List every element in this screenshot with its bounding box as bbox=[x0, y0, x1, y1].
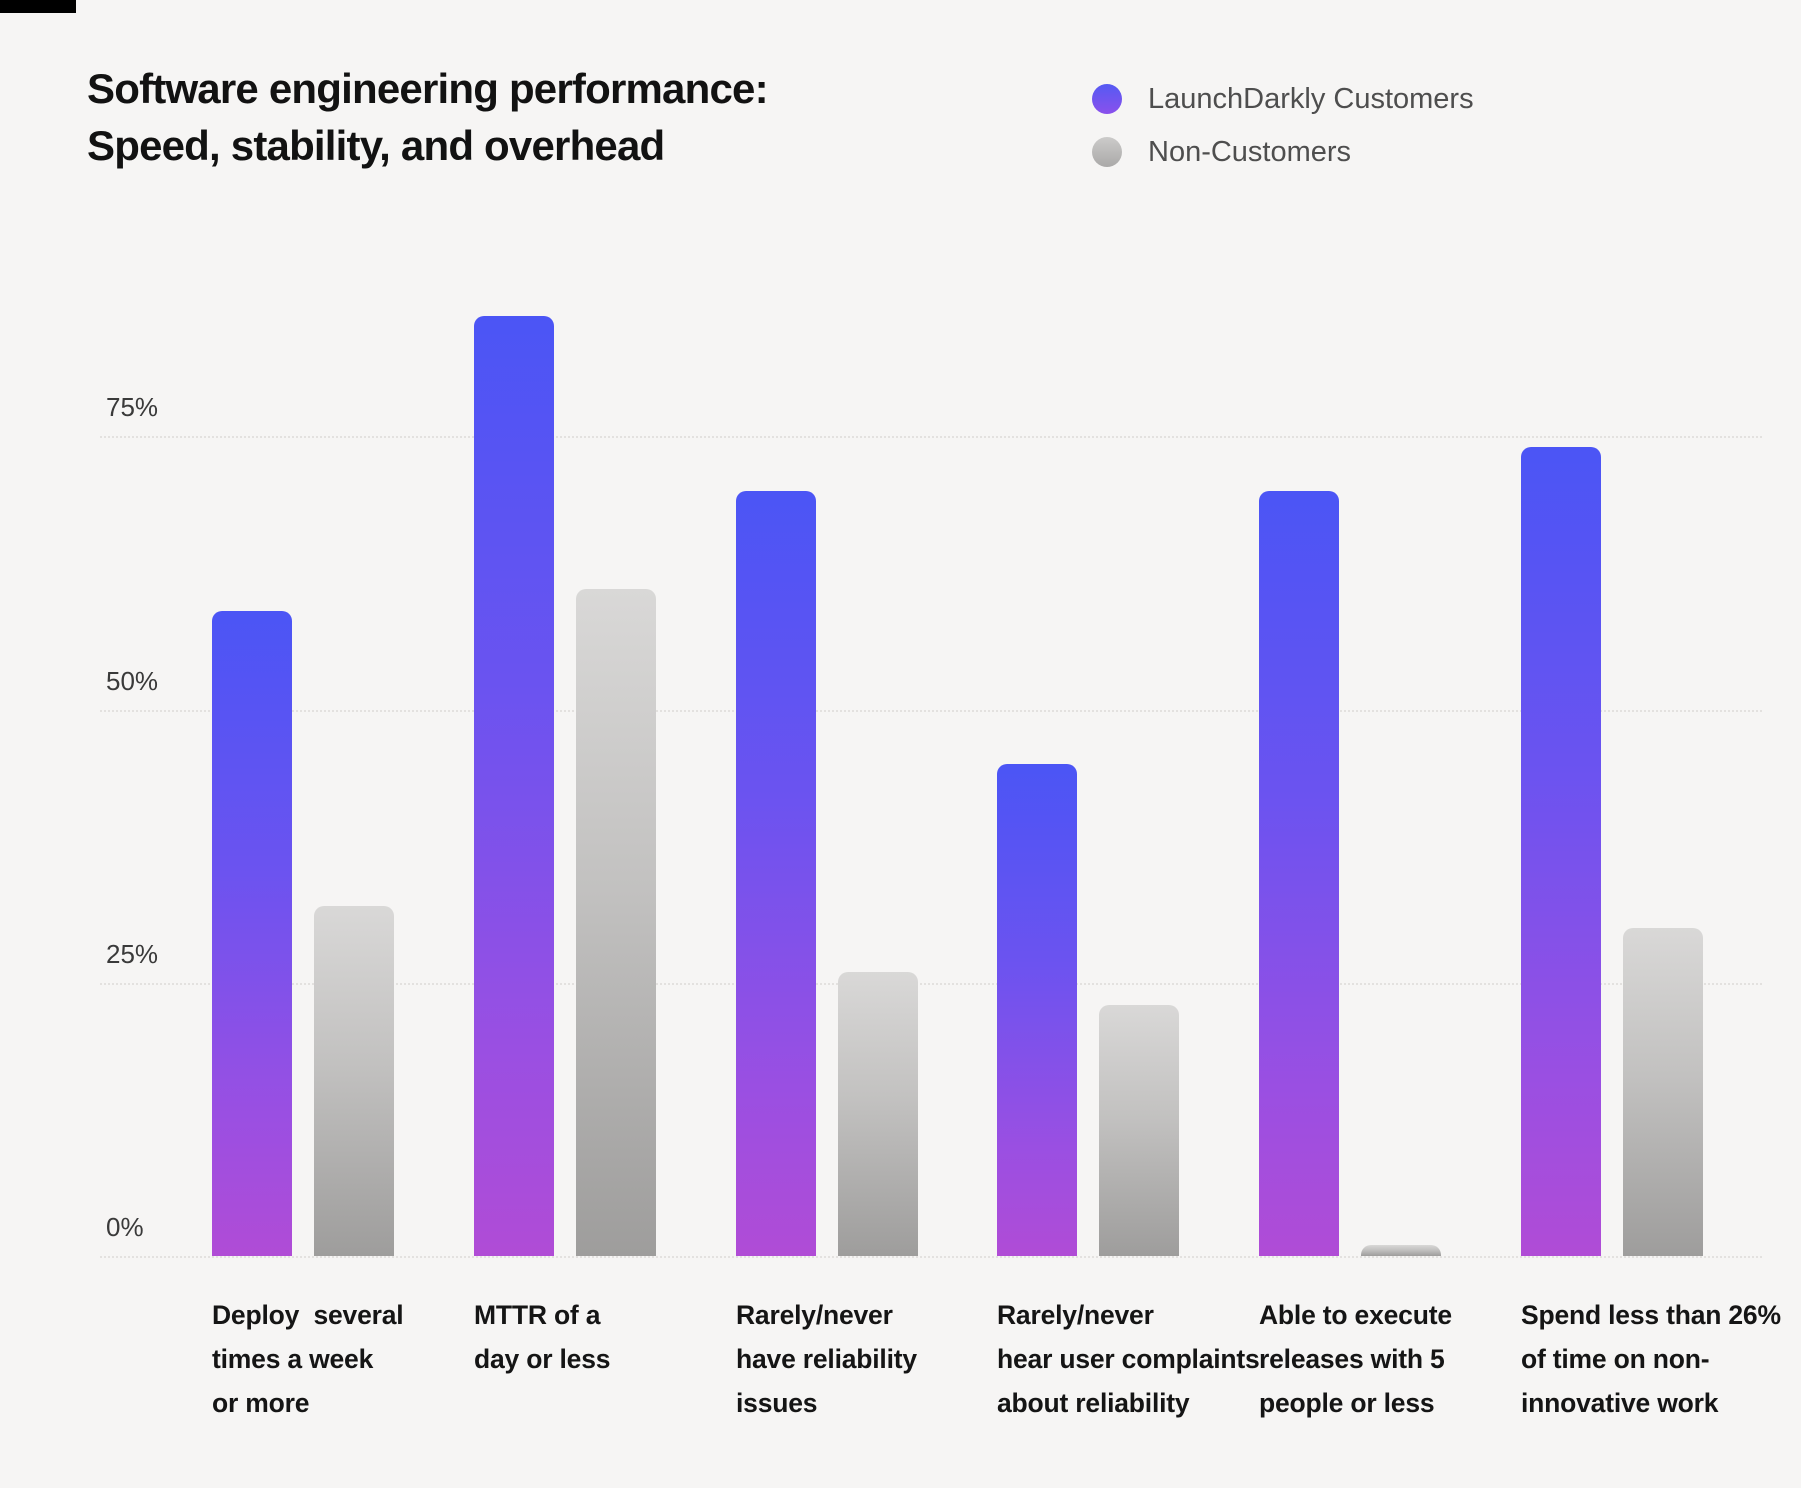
category-label-3: Rarely/never have reliability issues bbox=[736, 1293, 917, 1425]
bar-non-customers-6 bbox=[1623, 928, 1703, 1256]
chart-title-line-2: Speed, stability, and overhead bbox=[87, 122, 665, 169]
category-label-line: or more bbox=[212, 1388, 310, 1418]
bar-launchdarkly-customers-3 bbox=[736, 491, 816, 1256]
category-label-line: Deploy several bbox=[212, 1300, 404, 1330]
legend-label: LaunchDarkly Customers bbox=[1148, 82, 1474, 115]
legend-dot-gray-icon bbox=[1092, 137, 1122, 167]
category-label-line: people or less bbox=[1259, 1388, 1435, 1418]
category-label-line: innovative work bbox=[1521, 1388, 1719, 1418]
bar-launchdarkly-customers-1 bbox=[212, 611, 292, 1256]
legend-item-non-customers: Non-Customers bbox=[1092, 135, 1474, 168]
category-label-line: about reliability bbox=[997, 1388, 1190, 1418]
y-tick-label-50: 50% bbox=[106, 666, 159, 696]
corner-artifact bbox=[0, 0, 76, 13]
legend: LaunchDarkly Customers Non-Customers bbox=[1092, 82, 1474, 190]
category-label-5: Able to execute releases with 5 people or … bbox=[1259, 1293, 1452, 1425]
bar-non-customers-4 bbox=[1099, 1005, 1179, 1256]
chart-title-line-1: Software engineering performance: bbox=[87, 65, 769, 112]
legend-item-launchdarkly-customers: LaunchDarkly Customers bbox=[1092, 82, 1474, 115]
gridline-0 bbox=[100, 1256, 1762, 1258]
category-label-2: MTTR of a day or less bbox=[474, 1293, 610, 1381]
category-label-4: Rarely/never hear user complaints about re… bbox=[997, 1293, 1260, 1425]
bar-launchdarkly-customers-4 bbox=[997, 764, 1077, 1256]
bar-launchdarkly-customers-2 bbox=[474, 316, 554, 1256]
category-label-line: of time on non- bbox=[1521, 1344, 1710, 1374]
bar-launchdarkly-customers-6 bbox=[1521, 447, 1601, 1256]
legend-label: Non-Customers bbox=[1148, 135, 1352, 168]
chart-title: Software engineering performance: Speed,… bbox=[87, 60, 769, 174]
bar-non-customers-1 bbox=[314, 906, 394, 1256]
category-label-line: hear user complaints bbox=[997, 1344, 1260, 1374]
category-label-line: have reliability bbox=[736, 1344, 917, 1374]
category-label-1: Deploy several times a week or more bbox=[212, 1293, 404, 1425]
category-label-line: releases with 5 bbox=[1259, 1344, 1445, 1374]
category-label-line: issues bbox=[736, 1388, 818, 1418]
category-label-line: day or less bbox=[474, 1344, 611, 1374]
category-label-line: Spend less than 26% bbox=[1521, 1300, 1781, 1330]
y-tick-label-25: 25% bbox=[106, 939, 159, 969]
gridline-50 bbox=[100, 710, 1762, 712]
gridline-75 bbox=[100, 436, 1762, 438]
bar-non-customers-5 bbox=[1361, 1245, 1441, 1256]
y-tick-label-0: 0% bbox=[106, 1212, 144, 1242]
bar-launchdarkly-customers-5 bbox=[1259, 491, 1339, 1256]
category-label-line: Rarely/never bbox=[736, 1300, 893, 1330]
bar-non-customers-2 bbox=[576, 589, 656, 1256]
legend-dot-purple-icon bbox=[1092, 84, 1122, 114]
category-label-line: MTTR of a bbox=[474, 1300, 601, 1330]
category-label-line: times a week bbox=[212, 1344, 374, 1374]
bar-non-customers-3 bbox=[838, 972, 918, 1256]
category-label-line: Able to execute bbox=[1259, 1300, 1452, 1330]
category-label-6: Spend less than 26% of time on non-innova… bbox=[1521, 1293, 1781, 1425]
gridline-25 bbox=[100, 983, 1762, 985]
category-label-line: Rarely/never bbox=[997, 1300, 1154, 1330]
y-tick-label-75: 75% bbox=[106, 392, 159, 422]
